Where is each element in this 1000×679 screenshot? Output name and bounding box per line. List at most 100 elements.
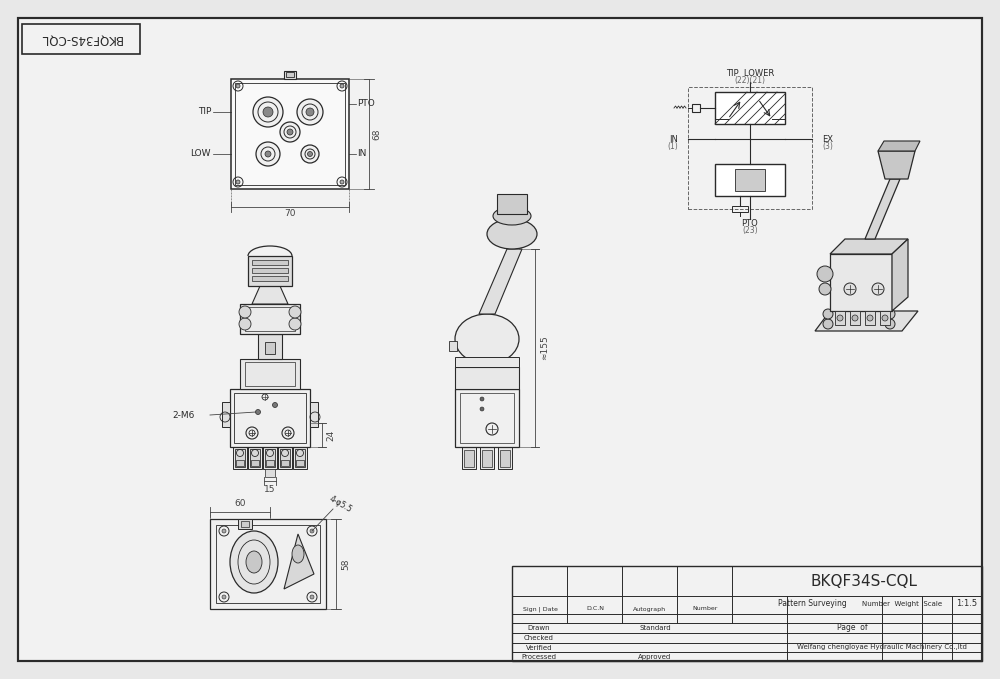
Bar <box>265 449 275 467</box>
Bar <box>278 447 292 469</box>
Text: BKQF34S-CQL: BKQF34S-CQL <box>810 574 918 589</box>
Bar <box>266 460 274 466</box>
Polygon shape <box>865 179 900 239</box>
Bar <box>281 460 289 466</box>
Text: 24: 24 <box>326 429 336 441</box>
Circle shape <box>222 595 226 599</box>
Bar <box>263 447 277 469</box>
Polygon shape <box>830 239 908 254</box>
Text: BKQF34S-CQL: BKQF34S-CQL <box>40 33 122 45</box>
Bar <box>460 393 514 443</box>
Bar <box>238 519 252 529</box>
Bar <box>235 449 245 467</box>
Circle shape <box>340 84 344 88</box>
Bar <box>240 304 300 334</box>
Circle shape <box>306 108 314 116</box>
Text: (22)(21): (22)(21) <box>734 77 766 86</box>
Polygon shape <box>830 254 892 311</box>
Bar <box>248 256 292 286</box>
Circle shape <box>246 427 258 439</box>
Circle shape <box>885 319 895 329</box>
Circle shape <box>272 403 278 407</box>
Text: Verified: Verified <box>526 645 552 651</box>
Text: Page  of: Page of <box>837 623 867 633</box>
Text: Checked: Checked <box>524 635 554 641</box>
Ellipse shape <box>455 314 519 364</box>
Circle shape <box>823 309 833 319</box>
Bar <box>497 194 527 214</box>
Circle shape <box>301 145 319 163</box>
Bar <box>295 449 305 467</box>
Bar <box>216 525 320 603</box>
Ellipse shape <box>487 219 537 249</box>
Text: (1): (1) <box>667 141 678 151</box>
Text: TIP  LOWER: TIP LOWER <box>726 69 774 79</box>
Bar <box>241 521 249 527</box>
Bar <box>310 402 318 427</box>
Polygon shape <box>878 151 915 179</box>
Polygon shape <box>252 286 288 304</box>
Bar <box>286 72 294 77</box>
Bar <box>233 447 247 469</box>
Text: PTO: PTO <box>742 219 758 229</box>
Circle shape <box>817 266 833 282</box>
Circle shape <box>280 122 300 142</box>
Bar <box>210 519 326 609</box>
Text: Standard: Standard <box>639 625 671 631</box>
Bar <box>688 87 812 209</box>
Circle shape <box>844 283 856 295</box>
Circle shape <box>289 306 301 318</box>
Circle shape <box>823 319 833 329</box>
Bar <box>865 311 875 325</box>
Bar <box>235 83 345 185</box>
Bar <box>512 566 982 661</box>
Text: Pattern Surveying: Pattern Surveying <box>778 600 846 608</box>
Text: (3): (3) <box>822 141 833 151</box>
Bar <box>240 359 300 389</box>
Bar <box>265 342 275 354</box>
Circle shape <box>885 309 895 319</box>
Bar <box>455 367 519 389</box>
Text: Number  Weight  Scale: Number Weight Scale <box>862 601 942 607</box>
Circle shape <box>486 423 498 435</box>
Circle shape <box>256 409 260 414</box>
Circle shape <box>310 595 314 599</box>
Bar <box>252 260 288 265</box>
Bar <box>245 307 295 331</box>
Text: 58: 58 <box>342 558 351 570</box>
Circle shape <box>253 97 283 127</box>
Circle shape <box>297 99 323 125</box>
Bar <box>22 24 140 54</box>
Bar <box>500 450 510 467</box>
Text: 4-φ5.5: 4-φ5.5 <box>328 494 354 514</box>
Text: 2-M6: 2-M6 <box>173 411 195 420</box>
Bar <box>258 334 282 359</box>
Text: Number: Number <box>692 606 718 612</box>
Text: D.C.N: D.C.N <box>586 606 604 612</box>
Bar <box>280 449 290 467</box>
Bar <box>455 389 519 447</box>
Bar <box>715 164 785 196</box>
Bar <box>715 92 785 124</box>
Text: Weifang chengloyae Hydraulic Machinery Co.,ltd: Weifang chengloyae Hydraulic Machinery C… <box>797 644 967 650</box>
Circle shape <box>236 180 240 184</box>
Text: 1:1.5: 1:1.5 <box>956 600 978 608</box>
Bar <box>880 311 890 325</box>
Text: (23): (23) <box>742 227 758 236</box>
Polygon shape <box>479 249 522 314</box>
Circle shape <box>263 107 273 117</box>
Bar <box>455 357 519 367</box>
Text: PTO: PTO <box>357 100 375 109</box>
Ellipse shape <box>292 545 304 563</box>
Circle shape <box>480 407 484 411</box>
Circle shape <box>819 283 831 295</box>
Bar <box>498 447 512 469</box>
Bar <box>245 362 295 386</box>
Bar <box>236 460 244 466</box>
Text: ≈155: ≈155 <box>540 335 550 361</box>
Ellipse shape <box>230 531 278 593</box>
Text: IN: IN <box>357 149 366 158</box>
Circle shape <box>308 151 312 156</box>
Bar <box>250 449 260 467</box>
Bar <box>248 447 262 469</box>
